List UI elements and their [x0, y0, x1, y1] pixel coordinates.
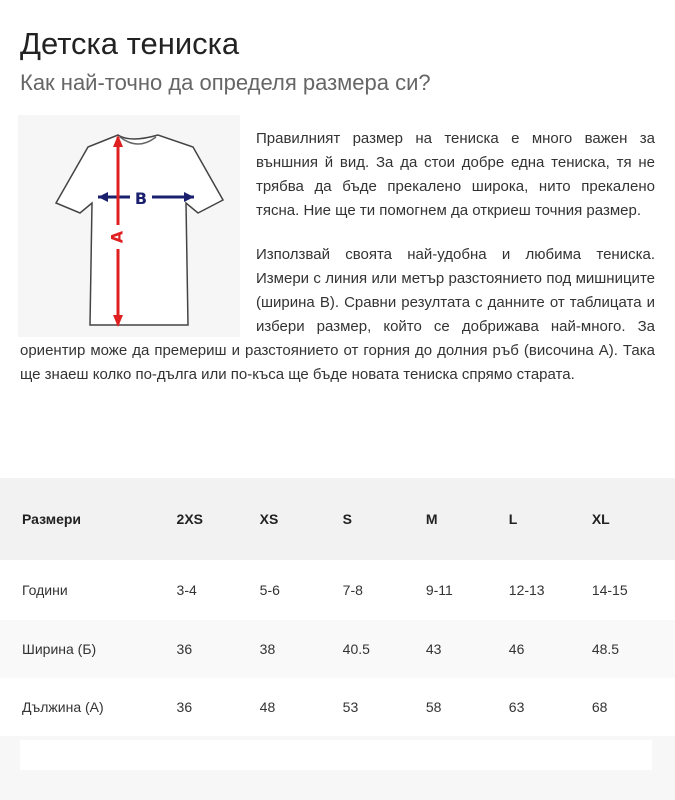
- height-label: A: [108, 230, 127, 243]
- table-cell: 68: [591, 678, 675, 736]
- width-label: B: [135, 189, 147, 208]
- size-table-section: Размери 2XS XS S M L XL Години 3-4 5-6 7…: [0, 478, 675, 800]
- header-cell: S: [342, 478, 426, 560]
- paragraph-instructions: Използвай своята най-удобна и любима тен…: [20, 246, 655, 383]
- table-row: Ширина (Б) 36 38 40.5 43 46 48.5: [0, 620, 675, 678]
- table-header-row: Размери 2XS XS S M L XL: [0, 478, 675, 560]
- table-cell: 48.5: [591, 620, 675, 678]
- table-cell: 36: [176, 678, 260, 736]
- table-cell: 9-11: [425, 560, 509, 620]
- row-label: Години: [0, 560, 177, 620]
- table-cell: 12-13: [508, 560, 592, 620]
- table-footer-blank: [20, 740, 652, 770]
- table-cell: 53: [342, 678, 426, 736]
- header-cell: M: [425, 478, 509, 560]
- intro-content: B A Правилният размер на тениска е много…: [18, 115, 655, 407]
- table-cell: 63: [508, 678, 592, 736]
- table-cell: 36: [176, 620, 260, 678]
- row-label: Ширина (Б): [0, 620, 177, 678]
- table-cell: 7-8: [342, 560, 426, 620]
- table-row: Години 3-4 5-6 7-8 9-11 12-13 14-15: [0, 560, 675, 620]
- table-cell: 40.5: [342, 620, 426, 678]
- table-cell: 43: [425, 620, 509, 678]
- header-cell: 2XS: [176, 478, 260, 560]
- paragraph-intro: Правилният размер на тениска е много важ…: [256, 130, 655, 219]
- size-table: Размери 2XS XS S M L XL Години 3-4 5-6 7…: [0, 478, 675, 736]
- table-cell: 5-6: [259, 560, 343, 620]
- header-cell: Размери: [0, 478, 177, 560]
- header-cell: XL: [591, 478, 675, 560]
- table-row: Дължина (А) 36 48 53 58 63 68: [0, 678, 675, 736]
- table-cell: 48: [259, 678, 343, 736]
- row-label: Дължина (А): [0, 678, 177, 736]
- table-cell: 14-15: [591, 560, 675, 620]
- table-cell: 46: [508, 620, 592, 678]
- page-subtitle: Как най-точно да определя размера си?: [20, 70, 431, 95]
- table-cell: 58: [425, 678, 509, 736]
- tshirt-measurement-icon: B A: [18, 115, 240, 337]
- header-cell: L: [508, 478, 592, 560]
- table-cell: 38: [259, 620, 343, 678]
- page-title: Детска тениска: [20, 26, 240, 61]
- table-cell: 3-4: [176, 560, 260, 620]
- header-cell: XS: [259, 478, 343, 560]
